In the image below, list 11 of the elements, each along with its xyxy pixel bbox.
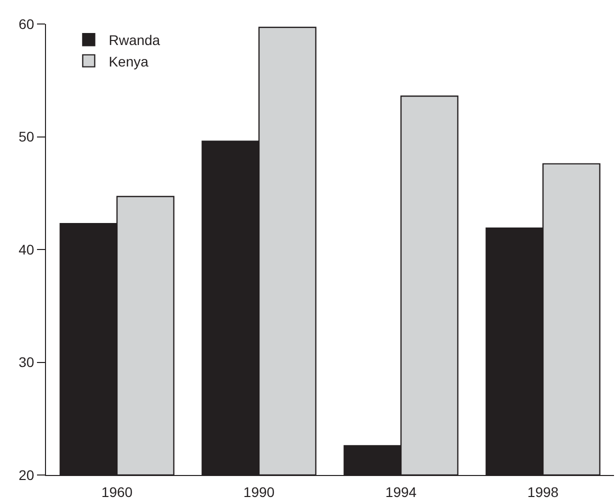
y-tick-label: 60: [18, 16, 34, 32]
y-tick-label: 20: [18, 466, 34, 483]
y-tick-label: 50: [18, 128, 34, 145]
y-tick-label: 30: [18, 354, 34, 370]
x-tick-label: 1998: [527, 484, 559, 500]
y-tick-label: 40: [18, 241, 34, 258]
legend-label: Kenya: [108, 53, 149, 70]
x-tick-label: 1960: [101, 484, 133, 500]
legend-label: Rwanda: [108, 32, 160, 48]
x-tick-label: 1990: [243, 484, 275, 500]
x-tick-label: 1994: [385, 484, 417, 500]
